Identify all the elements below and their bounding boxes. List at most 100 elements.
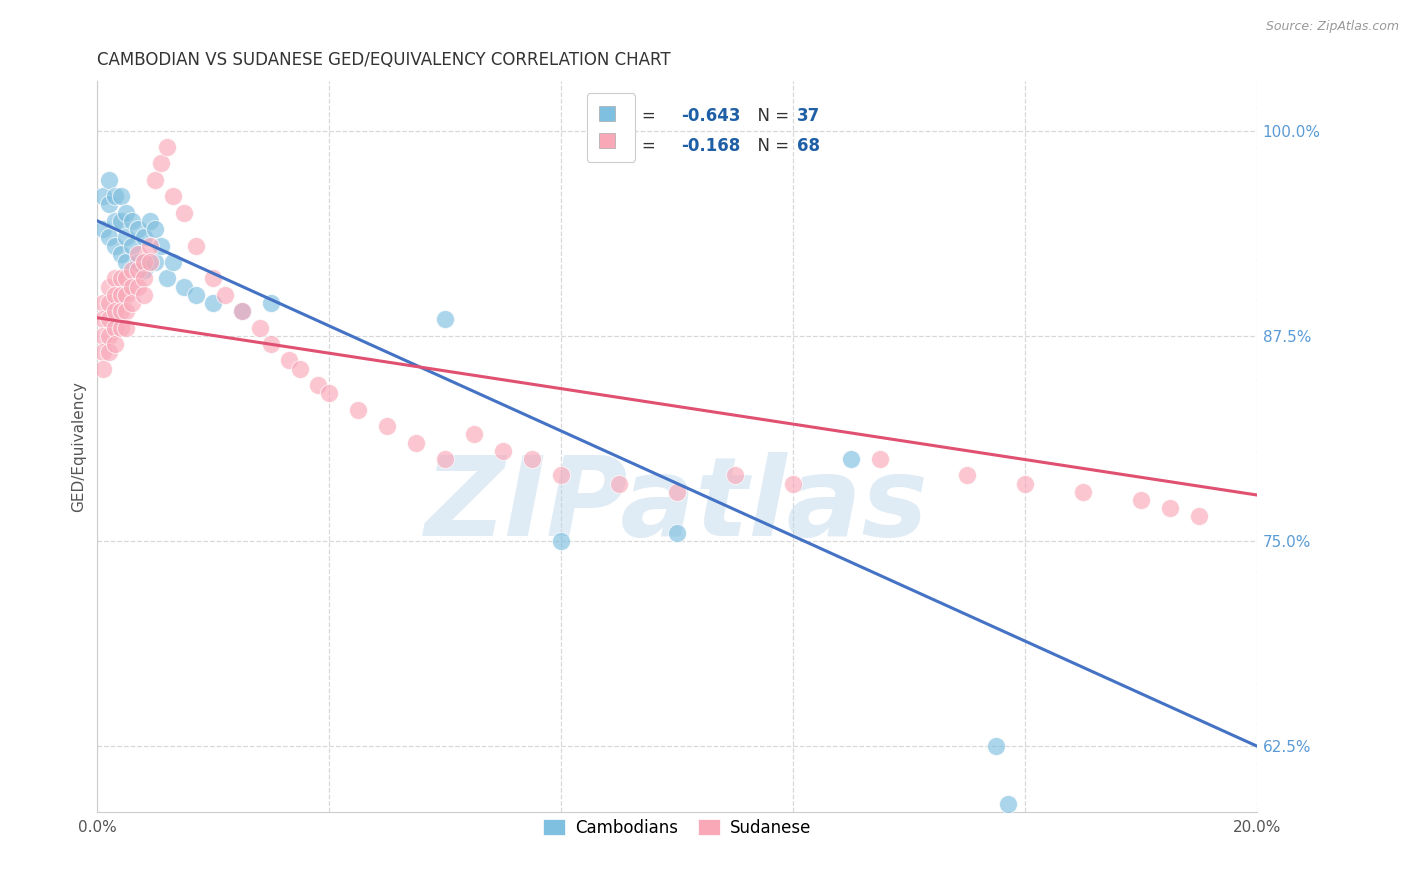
Point <box>150 156 173 170</box>
Point <box>1188 509 1211 524</box>
Point <box>91 328 114 343</box>
Point <box>173 205 195 219</box>
Point <box>91 345 114 359</box>
Point <box>184 287 207 301</box>
Text: ZIPatlas: ZIPatlas <box>426 451 929 558</box>
Text: R =: R = <box>626 107 661 126</box>
Point <box>104 337 127 351</box>
Point <box>156 271 179 285</box>
Point <box>121 214 143 228</box>
Point <box>110 287 132 301</box>
Point <box>724 468 747 483</box>
Point <box>91 361 114 376</box>
Point <box>121 279 143 293</box>
Point <box>231 304 253 318</box>
Point <box>202 296 225 310</box>
Point <box>1071 484 1094 499</box>
Point <box>782 476 804 491</box>
Point <box>434 451 457 466</box>
Text: CAMBODIAN VS SUDANESE GED/EQUIVALENCY CORRELATION CHART: CAMBODIAN VS SUDANESE GED/EQUIVALENCY CO… <box>97 51 671 69</box>
Text: N =: N = <box>747 107 794 126</box>
Point <box>347 402 370 417</box>
Point <box>1159 501 1181 516</box>
Point <box>115 271 138 285</box>
Point <box>104 304 127 318</box>
Point <box>97 173 120 187</box>
Point <box>97 312 120 326</box>
Point <box>162 255 184 269</box>
Point <box>277 353 299 368</box>
Point <box>375 419 398 434</box>
Point <box>115 287 138 301</box>
Text: -0.168: -0.168 <box>681 136 740 154</box>
Point <box>202 271 225 285</box>
Text: 37: 37 <box>797 107 820 126</box>
Point <box>91 189 114 203</box>
Point <box>97 230 120 244</box>
Point <box>127 279 149 293</box>
Point <box>290 361 312 376</box>
Point <box>110 214 132 228</box>
Point <box>115 320 138 334</box>
Point <box>138 214 160 228</box>
Point <box>666 484 689 499</box>
Point <box>405 435 427 450</box>
Point <box>115 255 138 269</box>
Point <box>666 525 689 540</box>
Point <box>260 296 283 310</box>
Point <box>839 451 862 466</box>
Point <box>1014 476 1036 491</box>
Point <box>104 189 127 203</box>
Point <box>104 238 127 252</box>
Point <box>132 271 155 285</box>
Point <box>184 238 207 252</box>
Point <box>110 320 132 334</box>
Point <box>97 328 120 343</box>
Point <box>132 287 155 301</box>
Point <box>156 140 179 154</box>
Point <box>115 205 138 219</box>
Point <box>522 451 544 466</box>
Point <box>492 443 515 458</box>
Point <box>132 255 155 269</box>
Point <box>110 271 132 285</box>
Point <box>173 279 195 293</box>
Point <box>115 230 138 244</box>
Point <box>121 263 143 277</box>
Point <box>110 246 132 260</box>
Point <box>97 296 120 310</box>
Text: Source: ZipAtlas.com: Source: ZipAtlas.com <box>1265 20 1399 33</box>
Point <box>463 427 485 442</box>
Point <box>91 312 114 326</box>
Legend: Cambodians, Sudanese: Cambodians, Sudanese <box>537 813 818 844</box>
Point <box>138 255 160 269</box>
Text: -0.643: -0.643 <box>681 107 740 126</box>
Text: R =: R = <box>626 136 661 154</box>
Point <box>132 263 155 277</box>
Point <box>143 255 166 269</box>
Point <box>104 320 127 334</box>
Point <box>550 534 572 549</box>
Point <box>1130 492 1153 507</box>
Point <box>260 337 283 351</box>
Point <box>869 451 891 466</box>
Point <box>127 263 149 277</box>
Point <box>249 320 271 334</box>
Point <box>110 304 132 318</box>
Point <box>434 312 457 326</box>
Text: N =: N = <box>747 136 794 154</box>
Point <box>104 271 127 285</box>
Point <box>956 468 979 483</box>
Point <box>162 189 184 203</box>
Point <box>550 468 572 483</box>
Point <box>97 345 120 359</box>
Text: 68: 68 <box>797 136 820 154</box>
Point <box>607 476 630 491</box>
Point <box>115 304 138 318</box>
Point <box>997 797 1019 811</box>
Point <box>143 222 166 236</box>
Point <box>97 197 120 211</box>
Point <box>104 287 127 301</box>
Point <box>91 296 114 310</box>
Point <box>104 214 127 228</box>
